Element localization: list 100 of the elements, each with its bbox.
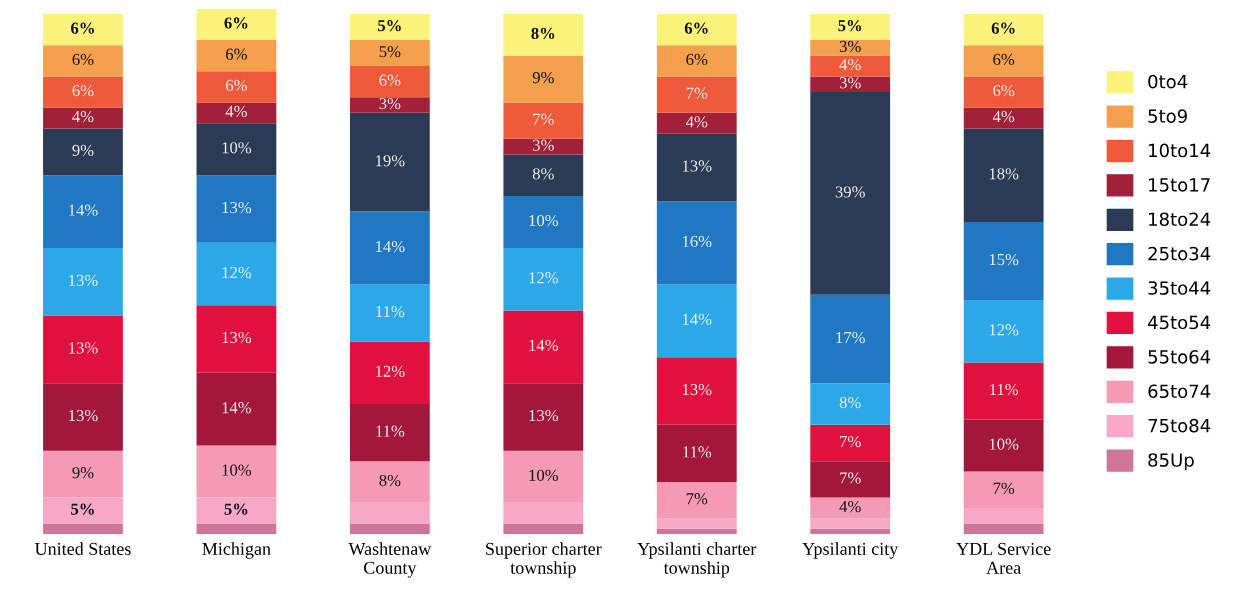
legend-label: 85Up [1148, 453, 1194, 471]
data-label: 13% [222, 331, 252, 344]
data-label: 3% [379, 97, 401, 110]
data-label: 8% [839, 396, 861, 409]
data-label: 13% [529, 409, 559, 422]
bar [349, 211, 430, 285]
bar [810, 383, 891, 425]
legend-label: 45to54 [1147, 315, 1211, 330]
data-label: 10% [222, 142, 252, 154]
bar [196, 242, 277, 306]
bar [43, 383, 123, 451]
bar [656, 76, 737, 113]
bar [810, 518, 891, 529]
bar [810, 14, 891, 41]
data-label: 8% [531, 27, 555, 40]
legend-label: 35to44 [1148, 281, 1211, 295]
bar [196, 497, 277, 524]
data-label: 3% [839, 40, 861, 53]
legend-label: 75to84 [1148, 418, 1211, 433]
data-label: 8% [532, 168, 554, 180]
bar [503, 138, 584, 155]
data-label: 5% [378, 19, 401, 32]
data-label: 6% [226, 79, 247, 92]
bar [196, 71, 277, 103]
bar [963, 128, 1044, 223]
data-label: 5% [838, 19, 862, 32]
bar [349, 284, 430, 342]
bar [43, 14, 123, 46]
bar [963, 362, 1044, 420]
data-label: 6% [686, 53, 708, 66]
bar [349, 97, 430, 113]
data-label: 7% [840, 472, 861, 484]
bar [349, 341, 430, 404]
data-label: 6% [684, 22, 708, 34]
bar [43, 45, 123, 77]
legend-label: 10to14 [1149, 143, 1211, 158]
bar [810, 55, 891, 77]
data-label: 12% [222, 266, 252, 279]
bar [349, 502, 430, 524]
bar [196, 8, 277, 41]
bar [349, 14, 430, 41]
bar [349, 66, 430, 98]
data-label: 5% [71, 503, 94, 515]
bar [810, 76, 891, 93]
data-label: 13% [69, 409, 98, 422]
bar [196, 102, 277, 124]
data-label: 9% [72, 144, 94, 157]
data-label: 4% [685, 116, 708, 128]
data-label: 7% [840, 435, 861, 448]
data-label: 6% [993, 53, 1015, 66]
data-label: 13% [682, 160, 712, 172]
bar [656, 201, 737, 285]
bar [503, 102, 584, 139]
bar [810, 92, 891, 295]
data-label: 6% [991, 22, 1015, 34]
bar [963, 14, 1044, 46]
bar [196, 175, 277, 243]
bar [503, 55, 584, 103]
bar [810, 294, 891, 384]
bar [656, 357, 737, 425]
x-tick-label: Superior charter township [486, 542, 602, 578]
bar [43, 248, 123, 316]
data-label: 7% [993, 482, 1015, 494]
data-label: 17% [836, 331, 865, 344]
data-label: 4% [225, 105, 247, 118]
data-label: 10% [529, 469, 559, 481]
bar [503, 450, 584, 503]
bar [196, 445, 277, 498]
data-label: 10% [529, 214, 559, 227]
data-label: 14% [529, 339, 559, 352]
bar [656, 424, 737, 482]
bar [656, 518, 737, 529]
data-label: 9% [532, 71, 554, 84]
data-label: 9% [72, 467, 94, 479]
legend-label: 55to64 [1148, 349, 1211, 364]
bar [43, 128, 123, 176]
data-label: 4% [839, 500, 861, 513]
bar [503, 154, 584, 197]
data-label: 15% [989, 253, 1019, 266]
bar [810, 497, 891, 519]
bar [810, 528, 891, 534]
data-label: 7% [533, 113, 554, 125]
bar [196, 372, 277, 446]
bar [963, 299, 1044, 363]
bar [656, 528, 737, 534]
bar [963, 76, 1044, 108]
data-label: 11% [683, 446, 712, 458]
data-label: 10% [989, 438, 1019, 450]
bar [349, 403, 430, 462]
data-label: 12% [376, 365, 405, 378]
bar [656, 14, 737, 46]
bar [963, 222, 1044, 300]
bar [43, 450, 123, 498]
data-label: 4% [72, 110, 94, 123]
legend-label: 18to24 [1149, 212, 1211, 227]
bar [196, 123, 277, 176]
bar [43, 107, 123, 129]
data-label: 8% [379, 474, 401, 487]
bar [43, 76, 123, 108]
legend-label: 15to17 [1149, 178, 1210, 192]
